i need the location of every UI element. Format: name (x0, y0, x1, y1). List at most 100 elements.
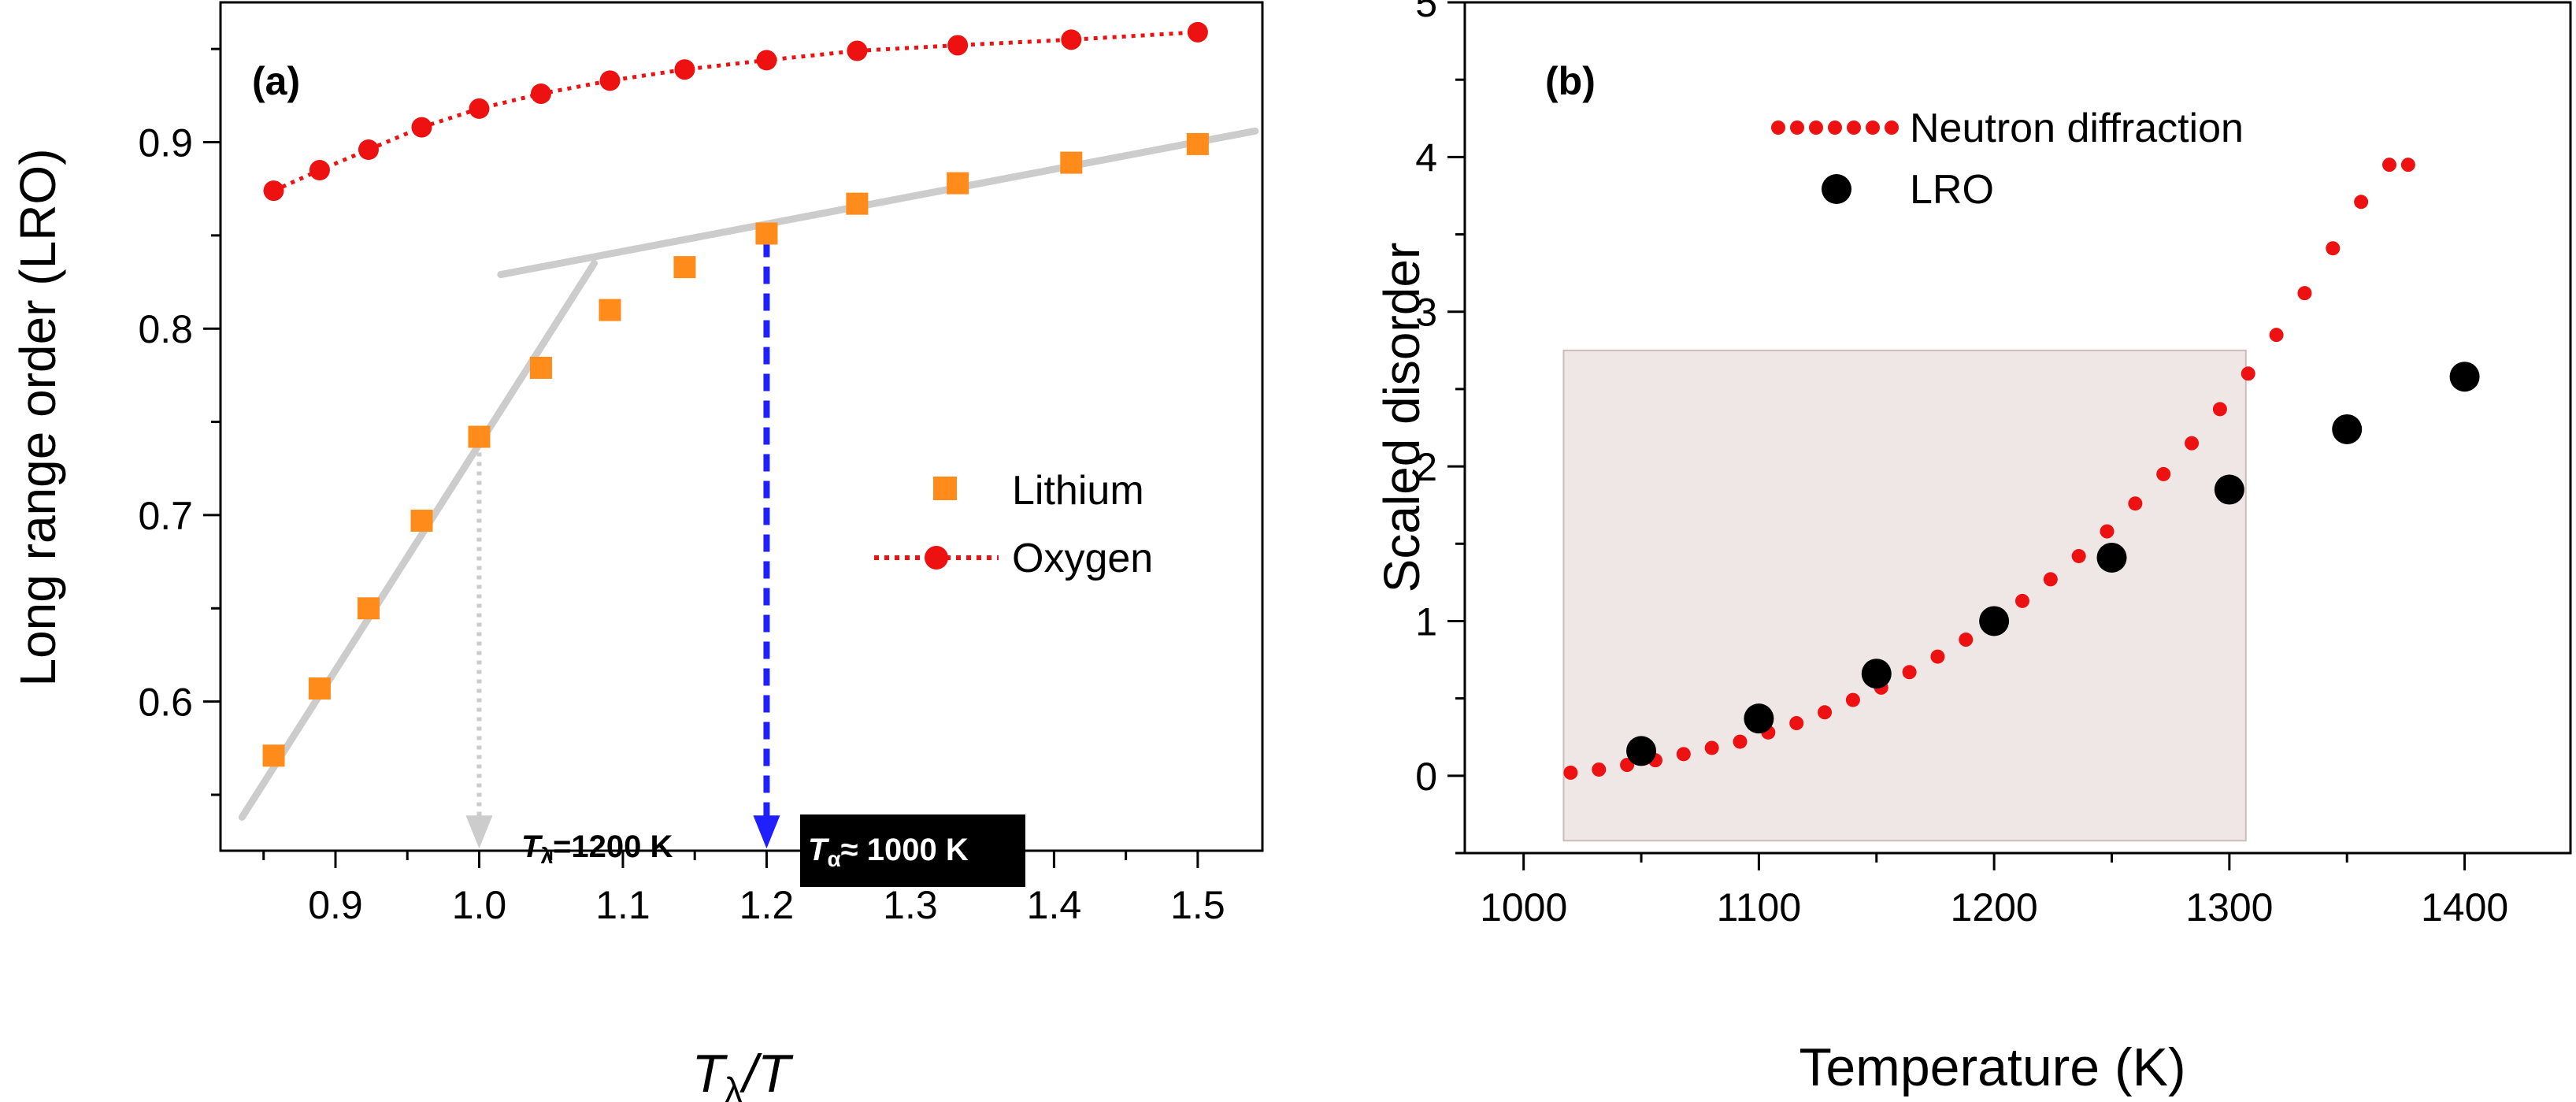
xlabel-rest: /T (739, 1044, 794, 1102)
neutron-diffraction-point (1818, 705, 1833, 720)
lithium-point (529, 356, 552, 379)
lro-point (1626, 736, 1657, 766)
lro-point (1744, 703, 1774, 734)
lithium-point (410, 510, 433, 532)
lithium-point (1186, 132, 1209, 155)
panel-b-legend: Neutron diffraction LRO (1771, 106, 2244, 213)
panel-a-xtick-label: 1.4 (1027, 883, 1082, 927)
panel-b-xtick-label: 1200 (1951, 885, 2038, 929)
neutron-diffraction-point (2185, 436, 2200, 451)
legend-neutron-dot (1828, 121, 1842, 135)
xlabel-sub: λ (725, 1070, 743, 1102)
neutron-diffraction-point (1676, 747, 1691, 762)
neutron-diffraction-point (2326, 241, 2341, 256)
neutron-diffraction-point (2381, 158, 2396, 173)
lithium-point (846, 192, 869, 215)
neutron-diffraction-point (2128, 496, 2143, 511)
panel-b-ytick-label: 5 (1415, 0, 1437, 25)
panel-a-xtick-label: 0.9 (308, 883, 363, 927)
legend-lithium-label: Lithium (1012, 468, 1144, 514)
neutron-diffraction-point (2269, 328, 2284, 343)
panel-b-xtick-label: 1100 (1717, 885, 1802, 929)
neutron-diffraction-point (1845, 692, 1860, 707)
lithium-point (947, 172, 969, 195)
oxygen-point (599, 70, 621, 91)
oxygen-point (756, 50, 777, 71)
neutron-diffraction-point (2043, 572, 2058, 587)
oxygen-point (1187, 21, 1208, 43)
panel-b-xtick-label: 1000 (1480, 885, 1567, 929)
panel-a-arrows (465, 239, 780, 849)
legend-lithium-marker (933, 477, 957, 500)
panel-b-shaded-region (1562, 349, 2247, 842)
oxygen-point (469, 98, 490, 119)
oxygen-point (263, 180, 284, 202)
panel-b-xtick-label: 1400 (2421, 885, 2508, 929)
neutron-diffraction-point (2297, 286, 2312, 301)
oxygen-point (358, 139, 379, 160)
lithium-point (308, 677, 331, 700)
panel-b-xtick-label: 1300 (2185, 885, 2273, 929)
panel-b-frame (1463, 1, 2572, 855)
neutron-diffraction-point (1902, 665, 1917, 680)
t-alpha-rest: ≈ 1000 K (841, 833, 969, 867)
legend-neutron-dot (1790, 121, 1804, 135)
panel-b-label: (b) (1545, 59, 1596, 103)
lithium-point (262, 744, 285, 767)
legend-neutron-marker (1771, 121, 1899, 135)
panel-b-series (1563, 158, 2480, 780)
panel-a-guides (238, 127, 1259, 821)
panel-a-ytick-label: 0.7 (138, 494, 193, 538)
legend-neutron-dot (1866, 121, 1880, 135)
t-lambda-rest: =1200 K (553, 829, 673, 864)
lro-point (2332, 414, 2363, 444)
lithium-point (673, 256, 696, 279)
legend-oxygen-marker (925, 546, 948, 570)
lithium-point (1060, 151, 1083, 174)
lro-point (2449, 362, 2480, 392)
panel-a-ytick-label: 0.6 (138, 681, 193, 725)
neutron-diffraction-point (2156, 466, 2171, 481)
oxygen-point (530, 83, 551, 104)
steep-fit-line (238, 259, 598, 821)
neutron-diffraction-point (1930, 649, 1945, 664)
neutron-diffraction-point (2212, 402, 2227, 417)
t-lambda-sub: λ (540, 844, 553, 868)
t-alpha-box (800, 814, 1025, 887)
panel-b-ytick-label: 1 (1415, 599, 1437, 644)
neutron-diffraction-point (1563, 765, 1578, 780)
panel-a: 0.9 1.0 1.1 1.2 1.3 1.4 1.5 0.6 0.7 0.8 0.9 (a) Lo… (9, 1, 1264, 1102)
panel-a-ytick-label: 0.8 (138, 307, 193, 351)
lithium-point (755, 222, 778, 245)
panel-a-xtick-label: 1.3 (883, 883, 938, 927)
oxygen-point (947, 35, 969, 56)
panel-b-ytick-label: 3 (1415, 291, 1437, 335)
neutron-diffraction-point (1592, 762, 1607, 777)
legend-neutron-dot (1847, 121, 1861, 135)
oxygen-point (847, 40, 868, 61)
neutron-diffraction-point (1733, 734, 1748, 749)
panel-a-ytick-label: 0.9 (138, 121, 193, 165)
panel-b-ticks: 1000 1100 1200 1300 1400 0 1 2 3 4 5 (1415, 0, 2508, 929)
panel-a-series (262, 21, 1209, 767)
t-lambda-main: T (521, 829, 543, 864)
t-alpha-arrow-head (753, 815, 780, 849)
panel-b-ytick-label: 4 (1415, 135, 1437, 180)
t-alpha-main: T (808, 833, 830, 867)
lithium-point (599, 299, 621, 321)
panel-a-ylabel: Long range order (LRO) (9, 148, 66, 686)
legend-neutron-label: Neutron diffraction (1910, 106, 2244, 151)
neutron-diffraction-point (2014, 593, 2029, 608)
legend-lro-label: LRO (1910, 167, 1994, 213)
xlabel-main: T (692, 1044, 728, 1102)
neutron-diffraction-point (1789, 716, 1804, 731)
panel-a-xtick-label: 1.0 (452, 883, 507, 927)
panel-a-legend: Lithium Oxygen (874, 468, 1153, 581)
neutron-diffraction-point (1959, 633, 1974, 647)
t-alpha-sub: α (827, 847, 840, 871)
legend-neutron-dot (1771, 121, 1785, 135)
panel-a-xtick-label: 1.2 (739, 883, 795, 927)
shallow-fit-line (497, 127, 1259, 279)
oxygen-point (411, 117, 432, 138)
